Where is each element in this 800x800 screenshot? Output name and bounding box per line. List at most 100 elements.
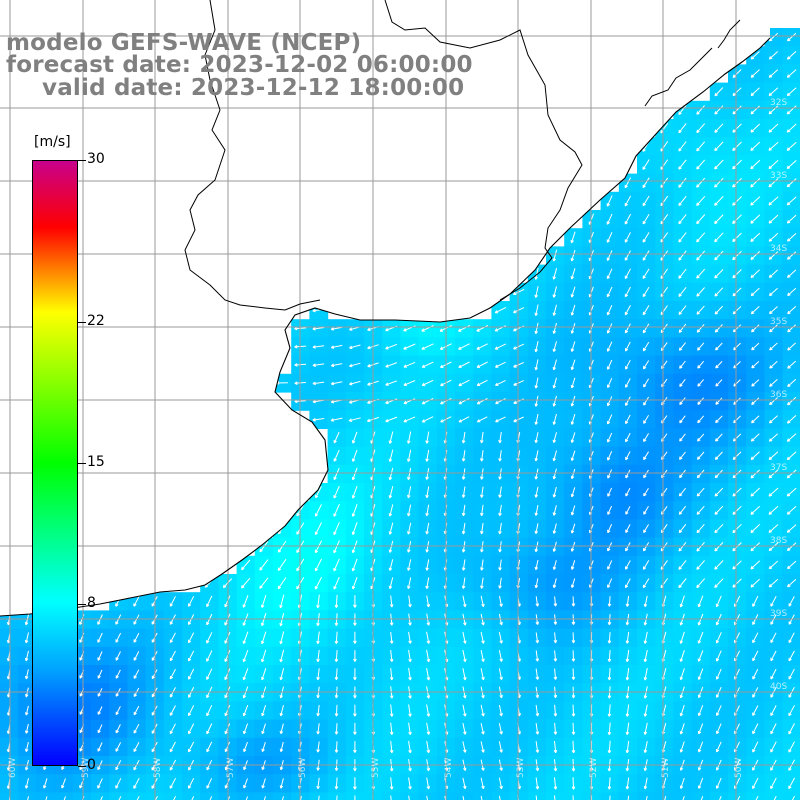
wind-arrow — [333, 467, 340, 481]
wind-arrow — [714, 87, 724, 97]
wind-arrow — [643, 649, 648, 663]
wind-arrow — [787, 578, 797, 588]
wind-arrow — [570, 560, 576, 570]
wind-arrow — [606, 377, 613, 388]
wind-arrow — [678, 232, 687, 243]
wind-arrow — [495, 398, 506, 405]
wind-arrow — [643, 722, 648, 735]
wind-speed-cell — [509, 792, 529, 800]
wind-arrow — [696, 195, 706, 206]
wind-arrow — [24, 669, 29, 680]
wind-arrow — [786, 469, 797, 479]
wind-speed-cell — [273, 792, 292, 800]
wind-arrow — [750, 451, 760, 461]
wind-arrow — [625, 451, 631, 461]
wind-arrow — [786, 123, 797, 133]
wind-arrow — [498, 559, 502, 571]
wind-speed-cell — [673, 792, 693, 800]
wind-arrow — [697, 777, 704, 789]
wind-arrow — [606, 213, 613, 225]
wind-arrow — [227, 796, 231, 800]
wind-arrow — [461, 468, 466, 480]
wind-arrow — [571, 722, 576, 735]
wind-arrow — [534, 304, 539, 317]
wind-arrow — [388, 504, 394, 517]
wind-arrow — [462, 777, 467, 790]
wind-arrow — [133, 777, 140, 789]
wind-arrow — [188, 632, 195, 644]
wind-arrow — [552, 249, 558, 262]
wind-arrow — [480, 504, 484, 517]
colorbar-tick — [78, 463, 86, 464]
wind-arrow — [788, 723, 795, 735]
wind-arrow — [768, 560, 779, 570]
wind-arrow — [385, 362, 398, 368]
longitude-label: 59W — [81, 757, 91, 778]
wind-arrow — [534, 286, 539, 298]
wind-arrow — [679, 397, 686, 406]
wind-arrow — [624, 232, 631, 243]
wind-arrow — [97, 778, 103, 789]
wind-arrow — [534, 468, 539, 480]
wind-arrow — [769, 324, 778, 333]
wind-arrow — [173, 796, 177, 800]
wind-arrow — [191, 796, 195, 800]
wind-arrow — [407, 467, 412, 481]
wind-arrow — [700, 796, 704, 800]
colorbar-tick — [78, 766, 86, 767]
wind-speed-cell — [691, 792, 711, 800]
wind-arrow — [259, 577, 269, 589]
wind-arrow — [351, 504, 358, 517]
wind-arrow — [625, 668, 630, 681]
wind-arrow — [678, 104, 687, 116]
wind-arrow — [732, 69, 742, 78]
wind-arrow — [664, 795, 667, 800]
wind-arrow — [476, 379, 488, 386]
wind-arrow — [606, 396, 613, 407]
wind-arrow — [750, 214, 761, 224]
wind-arrow — [678, 541, 687, 552]
wind-arrow — [750, 123, 761, 133]
wind-arrow — [314, 558, 323, 572]
wind-arrow — [787, 560, 797, 570]
wind-arrow — [787, 342, 797, 351]
model-title: modelo GEFS-WAVE (NCEP) — [6, 30, 362, 56]
wind-arrow — [495, 379, 506, 386]
wind-arrow — [571, 740, 576, 754]
wind-arrow — [279, 594, 285, 609]
wind-arrow — [333, 522, 340, 536]
wind-arrow — [714, 141, 724, 152]
wind-speed-cell — [782, 792, 800, 800]
wind-arrow — [261, 649, 267, 663]
wind-arrow — [535, 668, 540, 680]
wind-arrow — [277, 540, 287, 553]
wind-arrow — [534, 413, 539, 425]
wind-arrow — [403, 343, 416, 350]
wind-arrow — [552, 468, 557, 480]
wind-arrow — [607, 777, 612, 790]
wind-arrow — [534, 267, 539, 280]
wind-arrow — [714, 451, 723, 460]
wind-speed-cell — [709, 792, 729, 800]
wind-arrow — [480, 631, 485, 644]
wind-arrow — [480, 541, 484, 553]
wind-arrow — [678, 195, 687, 207]
wind-arrow — [607, 469, 613, 479]
wind-arrow — [553, 740, 558, 754]
wind-arrow — [642, 159, 650, 170]
wind-arrow — [426, 595, 431, 608]
wind-speed-cell — [418, 792, 438, 800]
wind-arrow — [732, 177, 742, 188]
wind-arrow — [714, 105, 724, 115]
wind-arrow — [643, 595, 648, 608]
wind-arrow — [732, 87, 742, 97]
wind-arrow — [389, 722, 394, 735]
wind-speed-cell — [0, 792, 19, 800]
wind-arrow — [385, 343, 398, 350]
wind-arrow — [571, 668, 576, 680]
wind-arrow — [696, 469, 705, 479]
wind-arrow — [786, 69, 797, 78]
wind-arrow — [115, 632, 122, 643]
